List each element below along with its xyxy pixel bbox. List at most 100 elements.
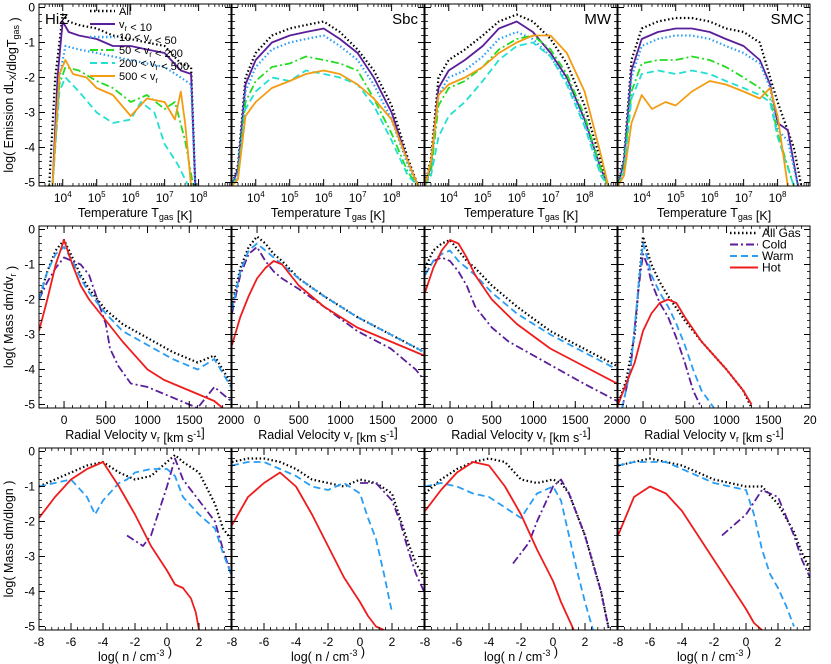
x-axis-label: log( n / cm-3 ) — [98, 645, 172, 664]
y-tick-label: -1 — [24, 36, 35, 50]
series-line-500-v-r — [51, 59, 192, 186]
panel-title: SMC — [771, 11, 805, 28]
y-tick-label: -4 — [24, 363, 35, 377]
x-tick-label: 0 — [743, 635, 750, 649]
series-line-cold — [232, 246, 424, 381]
y-tick-label: -1 — [24, 480, 35, 494]
legend-label: 50 < vr < 200 — [119, 45, 183, 60]
x-tick-label: 108 — [769, 190, 787, 205]
x-tick-label: -4 — [98, 635, 109, 649]
legend-label: 200 < vr < 500 — [119, 58, 189, 73]
series-line-50-v-r-200 — [232, 55, 419, 186]
x-tick-label: -8 — [34, 635, 45, 649]
series-line-warm — [425, 249, 617, 371]
series-line-all-gas — [425, 457, 611, 630]
panel-title: Sbc — [392, 11, 418, 28]
x-tick-label: 0 — [164, 635, 171, 649]
x-tick-label: 107 — [735, 190, 753, 205]
plot-frame — [617, 447, 811, 631]
x-tick-label: 104 — [54, 190, 72, 205]
x-tick-label: -4 — [291, 635, 302, 649]
chart-panel: 0 500 1000 1500 20 Radial Velocity vr [km s-1… — [617, 225, 817, 445]
x-tick-label: 104 — [633, 190, 651, 205]
x-tick-label: 0 — [254, 413, 261, 427]
series-line-all-gas — [232, 457, 424, 579]
series-line-cold — [360, 482, 424, 592]
plot-frame — [424, 3, 618, 187]
series-line-50-v-r-200 — [51, 66, 195, 186]
y-tick-label: -4 — [24, 141, 35, 155]
legend-label: All Gas — [762, 226, 801, 240]
y-tick-label: -5 — [24, 398, 35, 412]
x-axis-label: log( n / cm-3 ) — [291, 645, 365, 664]
legend-label: Warm — [762, 249, 794, 263]
legend-label: 10 < vr < 50 — [119, 32, 177, 47]
series-line-warm — [425, 482, 594, 630]
plot-frame — [617, 225, 811, 409]
chart-panel: 104 105 106 107 108 SMC Temperature Tgas [K] — [617, 3, 811, 223]
x-tick-label: -6 — [259, 635, 270, 649]
series-line-all-gas — [618, 457, 810, 571]
y-axis-label: log( Mass dm/dvr ) — [2, 266, 19, 368]
series-line-all-gas — [39, 238, 231, 385]
plot-frame — [231, 3, 425, 187]
series-line-v-r-10 — [618, 27, 799, 186]
x-tick-label: 108 — [190, 190, 208, 205]
x-tick-label: 20 — [803, 413, 817, 427]
x-tick-label: 104 — [247, 190, 265, 205]
series-line-warm — [618, 461, 795, 627]
series-line-hot — [618, 298, 753, 405]
x-axis-label: Radial Velocity vr [km s-1] — [451, 426, 591, 445]
y-tick-label: -5 — [24, 620, 35, 634]
x-tick-label: 500 — [675, 413, 695, 427]
x-tick-label: 0 — [357, 635, 364, 649]
series-line-50-v-r-200 — [618, 55, 795, 186]
x-tick-label: 2 — [196, 635, 203, 649]
series-line-all-gas — [39, 453, 231, 540]
x-tick-label: 500 — [96, 413, 116, 427]
y-axis-label: log( Emission dLX/dlogTgas ) — [2, 17, 22, 172]
series-line-hot — [425, 239, 617, 385]
series-line-all-gas — [232, 235, 424, 353]
series-line-500-v-r — [425, 34, 610, 186]
x-tick-label: 107 — [349, 190, 367, 205]
y-tick-label: -2 — [24, 515, 35, 529]
x-tick-label: 106 — [508, 190, 526, 205]
plot-frame — [38, 225, 232, 409]
x-tick-label: -2 — [516, 635, 527, 649]
x-tick-label: 500 — [289, 413, 309, 427]
series-line-200-v-r-500 — [618, 69, 795, 186]
chart-panel: 0 500 1000 1500 2000 Radial Velocity vr [km s… — [231, 225, 438, 445]
y-tick-label: 0 — [28, 1, 35, 15]
x-axis-label: Radial Velocity vr [km s-1] — [644, 426, 784, 445]
x-tick-label: -6 — [452, 635, 463, 649]
legend-label: vr < 10 — [119, 19, 152, 34]
plot-frame — [231, 447, 425, 631]
y-tick-label: -3 — [24, 106, 35, 120]
series-line-all — [425, 13, 610, 186]
y-tick-label: 0 — [28, 223, 35, 237]
y-tick-label: -3 — [24, 328, 35, 342]
x-tick-label: -6 — [66, 635, 77, 649]
series-line-all-gas — [425, 238, 617, 367]
x-tick-label: 0 — [550, 635, 557, 649]
x-tick-label: -4 — [484, 635, 495, 649]
chart-panel: 0 -1 -2 -3 -4 -5 104 105 106 107 108 HiZ Temperature… — [2, 1, 232, 223]
series-line-500-v-r — [232, 69, 419, 186]
y-tick-label: -2 — [24, 293, 35, 307]
chart-panel: 104 105 106 107 108 Sbc Temperature Tgas [K] — [231, 3, 425, 223]
x-axis-label: Temperature Tgas [K] — [464, 206, 578, 223]
series-line-v-r-10 — [51, 20, 197, 186]
x-tick-label: 108 — [383, 190, 401, 205]
series-line-cold — [425, 256, 617, 402]
x-tick-label: -2 — [709, 635, 720, 649]
x-tick-label: -8 — [613, 635, 624, 649]
legend-label: All — [119, 6, 131, 18]
x-tick-label: 106 — [701, 190, 719, 205]
series-line-cold — [721, 489, 810, 578]
series-line-50-v-r-200 — [425, 34, 610, 186]
y-axis-label: log( Mass dm/dlogn ) — [2, 481, 16, 598]
